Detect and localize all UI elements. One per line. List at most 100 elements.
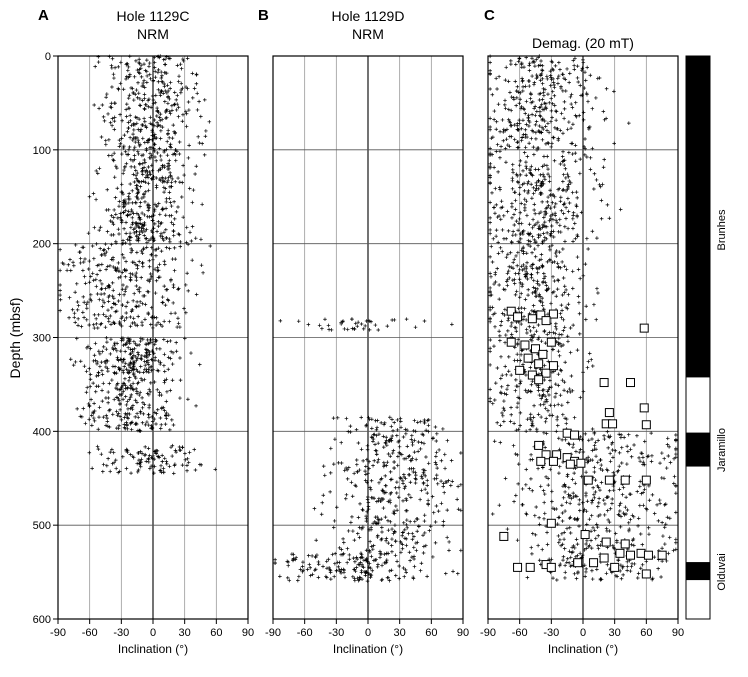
data-point xyxy=(550,413,555,418)
data-point xyxy=(150,133,155,138)
data-point xyxy=(397,485,401,490)
data-point xyxy=(356,578,361,583)
data-point xyxy=(113,302,118,307)
data-point xyxy=(149,245,154,250)
data-point xyxy=(185,457,190,461)
data-point xyxy=(508,419,513,424)
data-point xyxy=(523,297,528,302)
data-point xyxy=(192,447,197,452)
data-point xyxy=(94,374,99,378)
data-point xyxy=(373,515,378,519)
data-point xyxy=(545,332,550,337)
data-point xyxy=(581,60,586,65)
data-point xyxy=(186,460,191,465)
data-point xyxy=(353,559,357,564)
data-point xyxy=(128,347,133,351)
data-point xyxy=(543,274,547,279)
data-point xyxy=(149,253,154,257)
data-point xyxy=(625,568,629,573)
data-point xyxy=(73,360,78,364)
discrete-sample-marker xyxy=(580,530,590,540)
data-point xyxy=(547,393,551,397)
data-point xyxy=(534,183,539,188)
data-point xyxy=(540,264,545,268)
data-point xyxy=(601,165,606,170)
data-point xyxy=(384,561,388,565)
data-point xyxy=(533,113,538,118)
data-point xyxy=(508,120,512,125)
data-point xyxy=(533,188,538,193)
data-point xyxy=(106,283,111,288)
data-point xyxy=(176,105,181,110)
data-point xyxy=(538,484,543,489)
data-point xyxy=(94,317,98,321)
data-point xyxy=(149,305,154,310)
data-point xyxy=(389,543,394,548)
data-point xyxy=(492,344,496,348)
data-point xyxy=(120,152,124,156)
data-point xyxy=(567,179,572,183)
data-point xyxy=(558,538,562,542)
data-point xyxy=(387,439,392,444)
data-point xyxy=(672,481,676,486)
data-point xyxy=(542,93,546,98)
data-point xyxy=(140,420,145,425)
data-point xyxy=(410,555,414,559)
data-point xyxy=(134,186,139,190)
data-point xyxy=(504,65,508,70)
data-point xyxy=(152,146,156,151)
data-point xyxy=(142,367,147,372)
data-point xyxy=(146,311,150,315)
data-point xyxy=(512,190,517,195)
data-point xyxy=(106,456,110,461)
data-point xyxy=(402,472,406,477)
data-point xyxy=(517,295,522,300)
data-point xyxy=(596,76,600,81)
data-point xyxy=(523,127,528,132)
data-point xyxy=(621,564,625,569)
data-point xyxy=(137,289,142,294)
data-point xyxy=(108,314,113,318)
data-point xyxy=(554,327,559,331)
data-point xyxy=(167,158,172,163)
data-point xyxy=(422,319,427,323)
data-point xyxy=(130,347,135,352)
data-point xyxy=(158,212,162,217)
data-point xyxy=(164,200,169,204)
data-point xyxy=(549,59,554,63)
data-point xyxy=(87,280,92,285)
data-point xyxy=(138,449,143,454)
data-point xyxy=(577,311,582,316)
data-point xyxy=(112,175,117,179)
data-point xyxy=(144,245,149,250)
data-point xyxy=(104,336,109,340)
data-point xyxy=(518,210,523,215)
data-point xyxy=(127,147,131,152)
data-point xyxy=(449,483,453,488)
data-point xyxy=(140,169,144,174)
data-point xyxy=(547,245,552,249)
data-point xyxy=(124,342,128,347)
data-point xyxy=(121,171,125,176)
data-point xyxy=(498,129,502,134)
data-point xyxy=(531,278,536,283)
data-point xyxy=(586,545,591,549)
data-point xyxy=(660,451,664,455)
data-point xyxy=(140,222,144,227)
data-point xyxy=(578,435,583,439)
data-point xyxy=(78,414,83,419)
data-point xyxy=(393,523,397,527)
data-point xyxy=(618,509,622,513)
data-point xyxy=(100,262,104,267)
data-point xyxy=(306,322,311,327)
data-point xyxy=(611,543,615,548)
data-point xyxy=(493,280,498,284)
data-point xyxy=(393,539,398,543)
data-point xyxy=(524,512,529,517)
data-point xyxy=(572,67,577,72)
data-point xyxy=(560,503,564,508)
data-point xyxy=(413,481,418,485)
data-point xyxy=(584,567,588,571)
data-point xyxy=(118,414,122,419)
data-point xyxy=(602,157,607,162)
